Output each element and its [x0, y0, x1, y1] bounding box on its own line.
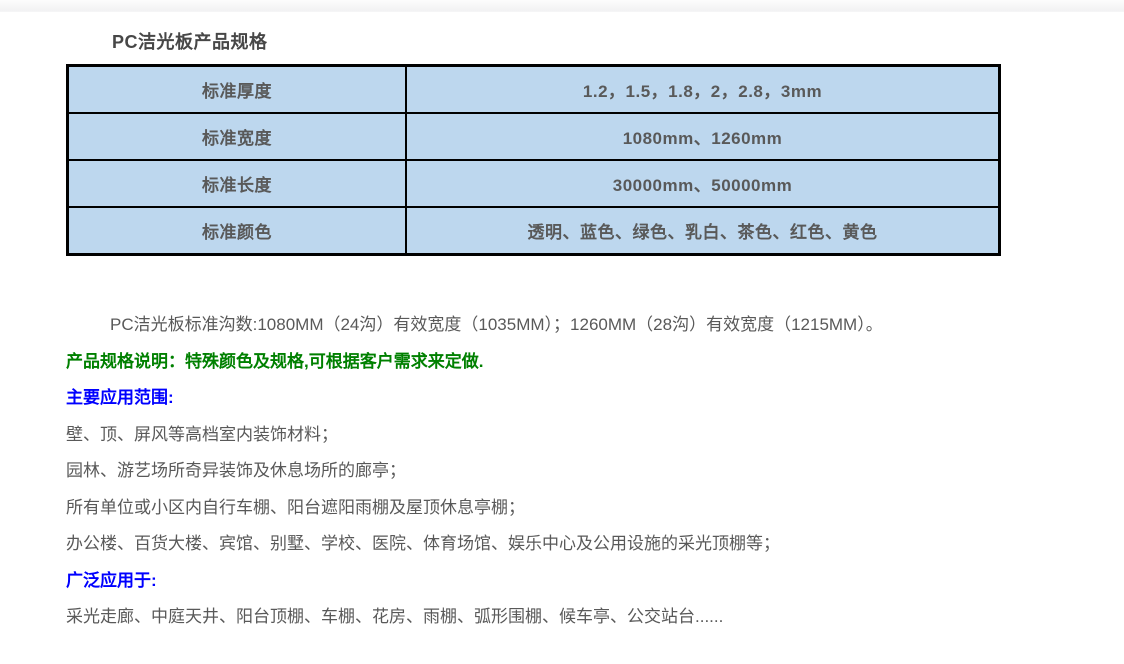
document-content: PC洁光板产品规格 标准厚度 1.2，1.5，1.8，2，2.8，3mm 标准宽…: [0, 28, 1124, 636]
description-text-block: PC洁光板标准沟数:1080MM（24沟）有效宽度（1035MM）；1260MM…: [66, 307, 1124, 636]
wide-usage-heading: 广泛应用于:: [66, 570, 157, 590]
spec-note-paragraph: 产品规格说明：特殊颜色及规格,可根据客户需求来定做.: [66, 351, 484, 371]
spec-value-thickness: 1.2，1.5，1.8，2，2.8，3mm: [405, 64, 1001, 114]
table-row: 标准宽度 1080mm、1260mm: [66, 112, 1001, 161]
table-row: 标准厚度 1.2，1.5，1.8，2，2.8，3mm: [66, 64, 1001, 114]
table-row: 标准颜色 透明、蓝色、绿色、乳白、茶色、红色、黄色: [66, 206, 1001, 256]
page-top-strip: [0, 0, 1124, 12]
spec-label-width: 标准宽度: [66, 112, 407, 161]
main-usage-item: 办公楼、百货大楼、宾馆、别墅、学校、医院、体育场馆、娱乐中心及公用设施的采光顶棚…: [66, 534, 780, 553]
spec-label-color: 标准颜色: [66, 206, 407, 256]
spec-label-length: 标准长度: [66, 159, 407, 208]
spec-value-width: 1080mm、1260mm: [405, 112, 1001, 161]
main-usage-heading: 主要应用范围:: [66, 388, 174, 407]
spec-label-thickness: 标准厚度: [66, 64, 407, 114]
product-spec-table: 标准厚度 1.2，1.5，1.8，2，2.8，3mm 标准宽度 1080mm、1…: [66, 64, 1001, 256]
wide-usage-paragraph: 采光走廊、中庭天井、阳台顶棚、车棚、花房、雨棚、弧形围棚、候车亭、公交站台...…: [66, 607, 724, 626]
spec-value-color: 透明、蓝色、绿色、乳白、茶色、红色、黄色: [405, 206, 1001, 256]
table-row: 标准长度 30000mm、50000mm: [66, 159, 1001, 208]
page-title: PC洁光板产品规格: [112, 32, 268, 52]
main-usage-item: 园林、游艺场所奇异装饰及休息场所的廊亭；: [66, 461, 406, 480]
spec-value-length: 30000mm、50000mm: [405, 159, 1001, 208]
main-usage-item: 壁、顶、屏风等高档室内装饰材料；: [66, 424, 338, 444]
main-usage-item: 所有单位或小区内自行车棚、阳台遮阳雨棚及屋顶休息亭棚；: [66, 497, 525, 517]
groove-spec-paragraph: PC洁光板标准沟数:1080MM（24沟）有效宽度（1035MM）；1260MM…: [110, 315, 883, 334]
